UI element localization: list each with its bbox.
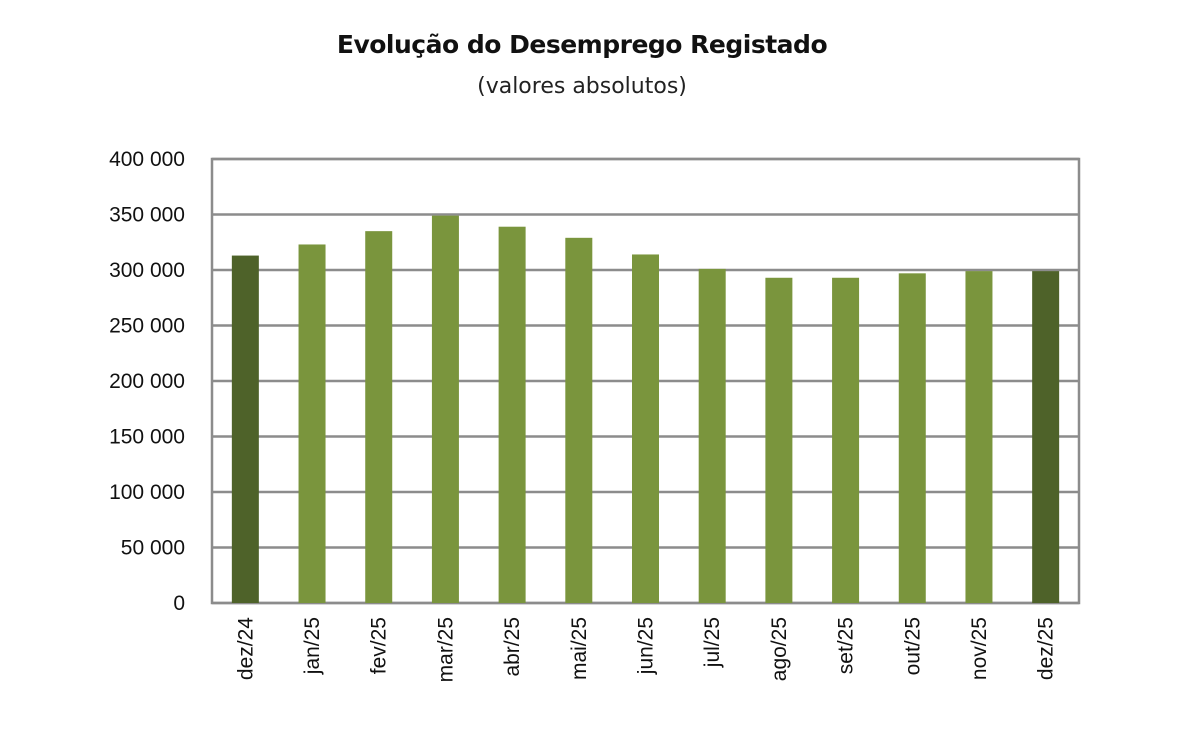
bar-mar-25 xyxy=(431,215,459,604)
y-tick-label: 50 000 xyxy=(121,537,185,560)
bar-jan-25 xyxy=(298,244,326,603)
x-tick-label: mai/25 xyxy=(568,617,591,680)
chart-title: Evolução do Desemprego Registado xyxy=(336,30,828,59)
chart-subtitle: (valores absolutos) xyxy=(477,74,687,99)
x-tick-label: out/25 xyxy=(901,617,924,675)
y-tick-label: 150 000 xyxy=(109,426,185,449)
x-tick-label: jul/25 xyxy=(701,617,724,668)
bar-fev-25 xyxy=(365,231,393,603)
bar-abr-25 xyxy=(498,226,526,603)
y-tick-label: 300 000 xyxy=(109,259,185,282)
bar-set-25 xyxy=(832,277,860,603)
x-tick-label: nov/25 xyxy=(968,617,991,680)
x-tick-label: dez/24 xyxy=(234,617,257,680)
y-tick-label: 200 000 xyxy=(109,370,185,393)
y-tick-label: 350 000 xyxy=(109,204,185,227)
bar-dez-24 xyxy=(231,255,259,603)
y-tick-label: 250 000 xyxy=(109,315,185,338)
x-tick-label: mar/25 xyxy=(434,617,457,682)
bar-out-25 xyxy=(898,273,926,603)
x-tick-label: jun/25 xyxy=(635,617,658,675)
x-tick-label: set/25 xyxy=(835,617,858,674)
bar-jul-25 xyxy=(698,268,726,603)
x-tick-label: fev/25 xyxy=(368,617,391,674)
y-tick-label: 400 000 xyxy=(109,148,185,171)
bar-dez-25 xyxy=(1032,271,1060,603)
y-tick-label: 100 000 xyxy=(109,481,185,504)
y-tick-label: 0 xyxy=(173,592,185,615)
x-tick-label: dez/25 xyxy=(1035,617,1058,680)
x-tick-label: ago/25 xyxy=(768,617,791,681)
bar-nov-25 xyxy=(965,271,993,603)
x-tick-label: jan/25 xyxy=(301,617,324,675)
bar-jun-25 xyxy=(632,254,659,603)
bar-mai-25 xyxy=(565,237,593,603)
x-tick-label: abr/25 xyxy=(501,617,524,677)
bar-ago-25 xyxy=(765,277,793,603)
